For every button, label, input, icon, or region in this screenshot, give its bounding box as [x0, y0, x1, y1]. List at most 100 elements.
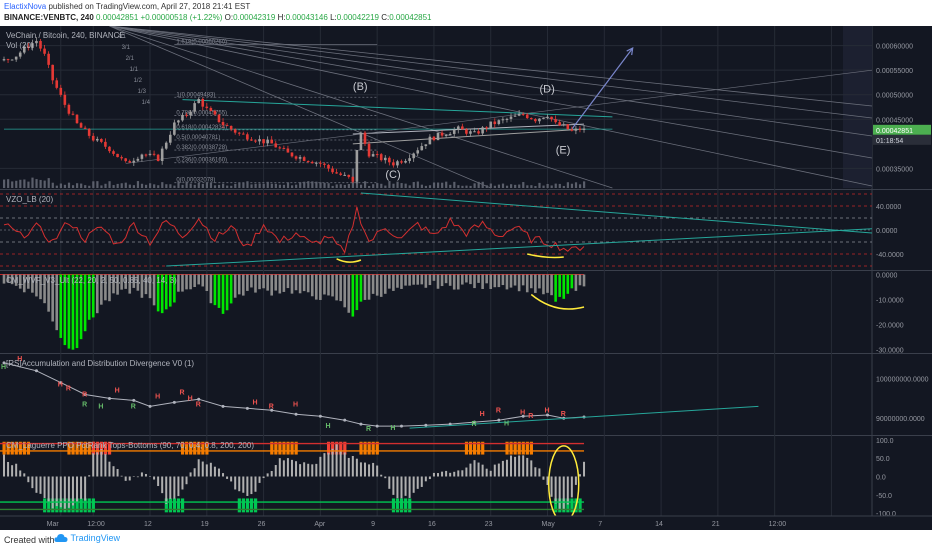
- ppo-bar: [157, 476, 160, 487]
- candle-body: [75, 114, 79, 124]
- wvf-bar: [424, 274, 428, 288]
- ppo-bar: [55, 476, 58, 507]
- ppo-bar: [449, 472, 452, 477]
- ad-point: [59, 381, 63, 385]
- candle-body: [509, 116, 513, 119]
- candle-body: [534, 119, 537, 122]
- ppo-top-zone-red: [91, 441, 95, 455]
- ppo-bar: [209, 462, 212, 477]
- ppo-bar: [299, 464, 302, 477]
- ad-marker-green: R: [366, 426, 371, 433]
- volume-bar: [217, 184, 221, 188]
- ppo-bar: [63, 476, 66, 511]
- volume-bar: [197, 182, 200, 188]
- volume-bar: [7, 179, 10, 188]
- wvf-bar: [83, 274, 87, 332]
- ad-marker-green: H: [98, 403, 103, 410]
- ppo-bar: [441, 471, 444, 477]
- wvf-bar: [574, 274, 578, 291]
- volume-bar: [136, 181, 140, 188]
- volume-bar: [108, 181, 111, 188]
- ppo-bar: [201, 461, 204, 477]
- ppo-bar: [501, 460, 504, 477]
- ppo-top-zone: [26, 441, 31, 455]
- ad-marker-h: H: [480, 411, 485, 418]
- candle-body: [432, 136, 436, 141]
- wvf-bar: [164, 274, 168, 310]
- wvf-bar: [79, 274, 83, 340]
- author-link[interactable]: ElactixNova: [4, 2, 47, 11]
- ppo-bar: [327, 452, 330, 477]
- volume-bar: [262, 183, 265, 188]
- candle-body: [112, 151, 115, 154]
- ppo-bar: [295, 461, 298, 477]
- wvf-axis-tick: -10.0000: [876, 298, 904, 305]
- fan-label: 3/1: [122, 45, 131, 51]
- ppo-bar: [368, 464, 371, 477]
- vzo-axis-tick: 0.0000: [876, 228, 898, 235]
- volume-bar: [311, 181, 314, 188]
- wvf-bar: [534, 274, 537, 293]
- volume-bar: [11, 181, 14, 188]
- candle-body: [473, 131, 476, 133]
- fib-level-label: 0.618(0.00042834): [176, 125, 227, 131]
- volume-bar: [35, 179, 38, 188]
- ppo-bar: [546, 476, 549, 485]
- ad-marker-green: H: [504, 420, 509, 427]
- candle-body: [262, 139, 265, 144]
- fan-label: 4/1: [118, 34, 127, 40]
- fan-label: 2/1: [126, 56, 135, 62]
- ppo-bar: [270, 471, 273, 477]
- ppo-top-zone: [363, 441, 367, 455]
- ppo-bar: [303, 462, 306, 477]
- wvf-bar: [205, 274, 209, 292]
- candle-body: [136, 158, 140, 161]
- ppo-bottom-zone: [176, 498, 181, 513]
- wvf-bar: [497, 274, 501, 288]
- ppo-bar: [461, 470, 464, 477]
- candle-body: [225, 125, 229, 127]
- tradingview-logo[interactable]: TradingView: [54, 532, 120, 544]
- ppo-bar: [238, 476, 241, 492]
- candle-body: [444, 135, 448, 137]
- volume-bar: [335, 184, 338, 188]
- fib-level-label: 1(0.00049483): [176, 92, 215, 98]
- ppo-bar: [108, 461, 111, 477]
- candle-body: [266, 139, 269, 144]
- ad-point: [221, 404, 225, 408]
- candle-body: [546, 116, 549, 118]
- ad-point: [245, 406, 249, 410]
- candle-body: [339, 173, 342, 175]
- wvf-axis-tick: -30.0000: [876, 348, 904, 355]
- ppo-top-zone: [14, 441, 18, 455]
- candle-body: [469, 131, 472, 134]
- fan-label: 1/2: [134, 78, 143, 84]
- ppo-bar: [566, 476, 569, 505]
- volume-bar: [457, 185, 460, 188]
- wvf-bar: [225, 274, 229, 311]
- ppo-bar: [384, 476, 387, 479]
- wvf-bar: [428, 274, 432, 286]
- candle-body: [258, 139, 261, 142]
- symbol-line: BINANCE:VENBTC, 240 0.00042851 +0.000005…: [4, 13, 432, 22]
- candle-body: [582, 128, 586, 130]
- ppo-bar: [124, 476, 127, 481]
- ppo-top-zone-red: [339, 441, 343, 455]
- ppo-bar: [412, 476, 415, 493]
- ppo-bar: [497, 463, 500, 477]
- ppo-top-zone: [75, 441, 79, 455]
- ppo-bar: [250, 476, 253, 495]
- vzo-trend-line: [360, 192, 873, 234]
- wvf-bar: [505, 274, 509, 290]
- ppo-bar: [518, 455, 521, 477]
- ppo-bottom-zone: [391, 498, 396, 513]
- ohlc-open: 0.00042319: [233, 13, 276, 22]
- wvf-bar: [144, 274, 148, 295]
- ppo-bar: [522, 455, 525, 477]
- volume-bar: [181, 184, 184, 188]
- wvf-bar: [306, 274, 310, 293]
- volume-bar: [234, 183, 237, 188]
- ad-point: [359, 422, 363, 426]
- chart-canvas[interactable]: 0.00060000 0.00055000 0.00050000 0.00045000…: [0, 26, 932, 530]
- wvf-bar: [554, 274, 557, 302]
